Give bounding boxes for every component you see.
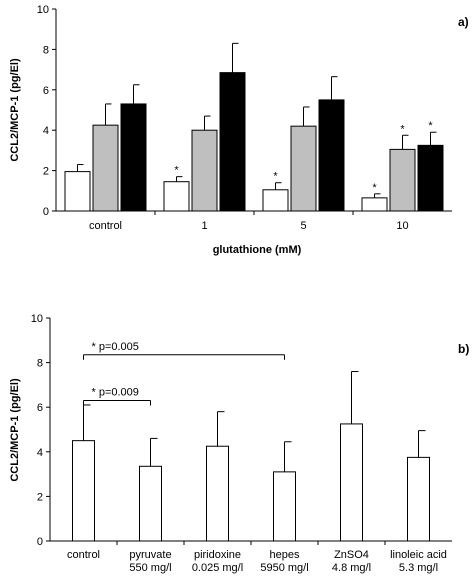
panel-a-bar (389, 148, 416, 212)
panel-b-bar (206, 445, 229, 542)
panel-a-x-tick-label: control (89, 220, 122, 232)
panel-a-bar (262, 189, 289, 212)
panel-b-chart: b) CCL2/MCP-1 (pg/El) 0 2 4 6 8 10 control pyru… (9, 313, 469, 574)
panel-a-chart: a) CCL2/MCP-1 (pg/El) glutathione (mM) 0… (9, 4, 469, 256)
panel-a-y-tick-label: 6 (43, 85, 49, 97)
panel-b-y-tick-label: 8 (37, 358, 43, 370)
panel-a-bar (120, 103, 147, 212)
panel-a-x-axis-title: glutathione (mM) (213, 244, 302, 256)
panel-b-x-tick-label: linoleic acid (390, 549, 447, 561)
panel-b-x-tick-label: ZnSO4 (334, 549, 369, 561)
panel-a-x-tick-label: 1 (201, 220, 207, 232)
panel-a-y-tick-label: 4 (43, 125, 49, 137)
panel-a-bar (191, 129, 218, 212)
panel-b-x-tick-label: piridoxine (194, 549, 241, 561)
panel-b-y-tick-label: 0 (37, 536, 43, 548)
panel-a-significance-marker: * (372, 182, 377, 194)
panel-a-y-tick-label: 2 (43, 166, 49, 178)
panel-b-bar (139, 465, 162, 542)
panel-a-significance-marker: * (174, 165, 179, 177)
panel-a-bar (219, 72, 246, 212)
panel-b-bar (407, 456, 430, 542)
panel-b-comparison-label: * p=0.009 (92, 387, 139, 399)
panel-a-y-tick-label: 8 (43, 44, 49, 56)
panel-a-bar (290, 125, 317, 212)
panel-b-label: b) (458, 342, 469, 356)
panel-b-comparison-label: * p=0.005 (92, 341, 139, 353)
panel-b-x-tick-sublabel: 5.3 mg/l (399, 562, 438, 574)
panel-a-y-tick-label: 0 (43, 206, 49, 218)
panel-b-y-tick-label: 2 (37, 491, 43, 503)
panel-b-x-tick-sublabel: 5950 mg/l (260, 562, 308, 574)
panel-a-x-tick-label: 5 (300, 220, 306, 232)
panel-b-bar (72, 440, 95, 542)
panel-a-significance-marker: * (428, 120, 433, 132)
panel-a-bar (417, 144, 444, 212)
panel-b-x-tick-label: control (67, 549, 100, 561)
panel-b-x-tick-sublabel: 550 mg/l (129, 562, 171, 574)
panel-a-bar (318, 99, 345, 212)
panel-b-y-tick-label: 6 (37, 402, 43, 414)
panel-a-significance-marker: * (400, 123, 405, 135)
panel-a-bar (92, 124, 119, 212)
panel-a-bar (163, 181, 190, 212)
panel-b-bar (273, 471, 296, 542)
panel-b-bar (340, 423, 363, 542)
panel-a-x-tick-label: 10 (396, 220, 408, 232)
panel-a-label: a) (458, 15, 469, 29)
panel-b-x-tick-label: hepes (270, 549, 300, 561)
panel-b-x-tick-sublabel: 4.8 mg/l (332, 562, 371, 574)
panel-a-y-axis-title: CCL2/MCP-1 (pg/El) (9, 58, 21, 162)
panel-a-bar (361, 197, 388, 212)
panel-b-y-tick-label: 10 (31, 313, 43, 325)
panel-b-x-tick-label: pyruvate (129, 549, 171, 561)
panel-b-y-tick-label: 4 (37, 447, 43, 459)
panel-a-y-tick-label: 10 (37, 4, 49, 16)
panel-a-significance-marker: * (273, 171, 278, 183)
panel-a-bar (64, 171, 91, 212)
panel-b-x-tick-sublabel: 0.025 mg/l (192, 562, 243, 574)
panel-b-y-axis-title: CCL2/MCP-1 (pg/El) (9, 378, 21, 482)
panel-a-marks: 0 2 4 6 8 10 control 1 * 5 * 10 * * * (37, 4, 452, 232)
